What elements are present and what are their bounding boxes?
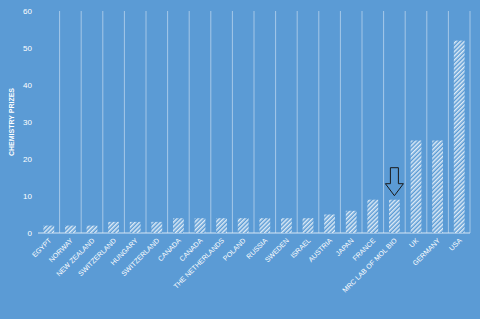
x-tick-label: SWEDEN bbox=[263, 237, 290, 264]
bar bbox=[43, 226, 54, 233]
x-tick-label: POLAND bbox=[222, 237, 247, 262]
grid-line bbox=[81, 11, 82, 233]
bar bbox=[367, 200, 378, 233]
y-tick bbox=[35, 85, 38, 86]
x-tick-label: MRC LAB OF MOL BIO bbox=[341, 236, 398, 293]
y-tick-label: 40 bbox=[23, 81, 32, 90]
bar bbox=[346, 211, 357, 233]
y-tick-label: 0 bbox=[28, 229, 33, 238]
grid-line bbox=[210, 11, 211, 233]
arrow bbox=[385, 168, 403, 196]
y-tick-label: 10 bbox=[23, 192, 32, 201]
bar bbox=[195, 218, 206, 233]
y-tick bbox=[35, 11, 38, 12]
bar bbox=[130, 222, 141, 233]
x-tick-label: SWITZERLAND bbox=[77, 237, 117, 277]
bar bbox=[259, 218, 270, 233]
grid-line bbox=[59, 11, 60, 233]
bar bbox=[173, 218, 184, 233]
grid-line bbox=[405, 11, 406, 233]
grid-line bbox=[297, 11, 298, 233]
y-tick bbox=[35, 122, 38, 123]
bar bbox=[454, 41, 465, 233]
grid-line bbox=[340, 11, 341, 233]
x-tick-label: UK bbox=[408, 237, 420, 249]
bar bbox=[303, 218, 314, 233]
grid-line bbox=[318, 11, 319, 233]
grid-line bbox=[362, 11, 363, 233]
x-tick-label: USA bbox=[448, 237, 463, 252]
bar bbox=[389, 200, 400, 233]
y-tick-label: 30 bbox=[23, 118, 32, 127]
bar bbox=[151, 222, 162, 233]
bar bbox=[432, 141, 443, 234]
y-tick bbox=[35, 159, 38, 160]
grid-line bbox=[146, 11, 147, 233]
bar bbox=[216, 218, 227, 233]
y-axis-label: CHEMISTRY PRIZES bbox=[8, 88, 15, 156]
grid-line bbox=[470, 11, 471, 233]
y-tick-label: 50 bbox=[23, 44, 32, 53]
chart: 0102030405060CHEMISTRY PRIZESEGYPTNORWAY… bbox=[0, 0, 480, 319]
grid-line bbox=[189, 11, 190, 233]
grid-line bbox=[383, 11, 384, 233]
y-tick bbox=[35, 233, 38, 234]
x-tick-label: JAPAN bbox=[334, 237, 355, 258]
y-tick-label: 60 bbox=[23, 7, 32, 16]
grid-line bbox=[275, 11, 276, 233]
x-tick-label: THE NETHERLANDS bbox=[172, 237, 225, 290]
y-tick bbox=[35, 48, 38, 49]
grid-line bbox=[102, 11, 103, 233]
bar bbox=[108, 222, 119, 233]
grid-line bbox=[426, 11, 427, 233]
grid-line bbox=[254, 11, 255, 233]
x-tick-label: NEW ZEALAND bbox=[55, 237, 96, 278]
x-axis-line bbox=[38, 233, 470, 234]
y-tick bbox=[35, 196, 38, 197]
bar bbox=[281, 218, 292, 233]
grid-line bbox=[448, 11, 449, 233]
x-tick-label: GERMANY bbox=[411, 237, 441, 267]
background bbox=[0, 0, 480, 319]
grid-line bbox=[232, 11, 233, 233]
bar bbox=[87, 226, 98, 233]
grid-line bbox=[167, 11, 168, 233]
x-tick-label: SWITZERLAND bbox=[120, 237, 160, 277]
bar bbox=[65, 226, 76, 233]
bar bbox=[238, 218, 249, 233]
y-tick-label: 20 bbox=[23, 155, 32, 164]
bar bbox=[324, 215, 335, 234]
bar bbox=[411, 141, 422, 234]
grid-line bbox=[124, 11, 125, 233]
x-tick-label: AUSTRIA bbox=[307, 237, 334, 264]
